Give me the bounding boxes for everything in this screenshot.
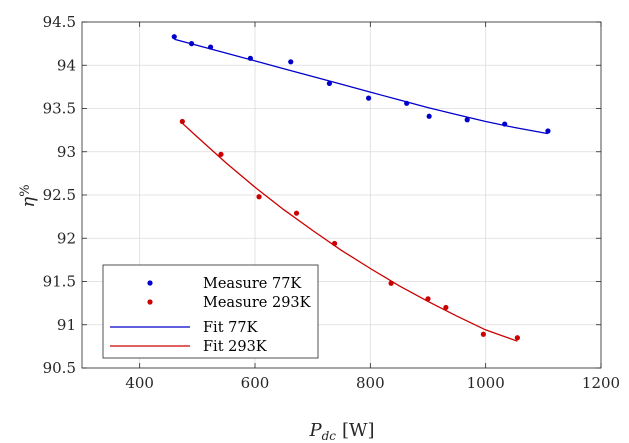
- point-measure-293k: [331, 240, 338, 247]
- legend-marker-measure-77k: [147, 280, 153, 286]
- y-tick-label: 93: [57, 143, 76, 161]
- point-measure-293k: [425, 296, 431, 302]
- y-tick-label: 94.5: [43, 13, 76, 31]
- y-tick-label: 92.5: [43, 186, 76, 204]
- legend-marker-measure-293k: [147, 299, 153, 305]
- y-axis-label: η%: [18, 184, 39, 207]
- legend-label-measure-293k: Measure 293K: [203, 295, 312, 311]
- point-measure-77k: [247, 55, 253, 61]
- y-tick-label: 91.5: [43, 273, 76, 291]
- point-measure-77k: [188, 41, 195, 47]
- x-tick-label: 600: [241, 374, 270, 392]
- x-tick-label: 800: [356, 374, 385, 392]
- point-measure-293k: [443, 304, 449, 311]
- series-layer: [171, 34, 551, 342]
- y-tick-label: 90.5: [43, 359, 76, 377]
- point-measure-77k: [326, 80, 332, 87]
- y-tick-label: 93.5: [43, 100, 76, 118]
- legend: Measure 77K Measure 293K Fit 77K Fit 293…: [102, 264, 319, 359]
- point-measure-77k: [502, 121, 508, 127]
- point-measure-293k: [293, 210, 300, 216]
- x-axis-label: Pdc [W]: [308, 420, 374, 443]
- point-measure-77k: [426, 113, 432, 119]
- y-tick-label: 92: [57, 229, 76, 247]
- legend-label-measure-77k: Measure 77K: [203, 276, 302, 292]
- point-measure-77k: [288, 59, 294, 65]
- point-measure-77k: [366, 95, 372, 101]
- y-tick-label: 91: [57, 316, 76, 334]
- point-measure-77k: [545, 128, 551, 134]
- y-tick-label: 94: [57, 56, 76, 74]
- series-line-fit-293k: [181, 122, 518, 342]
- point-measure-77k: [404, 100, 410, 106]
- x-tick-label: 1200: [582, 374, 620, 392]
- legend-label-fit-293k: Fit 293K: [203, 339, 268, 355]
- x-tick-label: 1000: [467, 374, 505, 392]
- point-measure-293k: [388, 280, 394, 286]
- point-measure-293k: [514, 335, 520, 341]
- legend-box: [102, 264, 319, 359]
- point-measure-77k: [464, 117, 470, 123]
- point-measure-293k: [256, 194, 262, 200]
- point-measure-77k: [171, 34, 177, 40]
- series-line-fit-77k: [174, 38, 549, 135]
- point-measure-293k: [480, 331, 486, 337]
- x-tick-label: 400: [125, 374, 154, 392]
- point-measure-293k: [218, 151, 224, 157]
- point-measure-77k: [207, 44, 214, 50]
- point-measure-293k: [179, 118, 185, 125]
- legend-label-fit-77k: Fit 77K: [203, 320, 259, 336]
- axis-ticks: 400 600 800 1000 1200 90.5 91 91.5 92 92.5 93 93.5 9…: [43, 13, 621, 392]
